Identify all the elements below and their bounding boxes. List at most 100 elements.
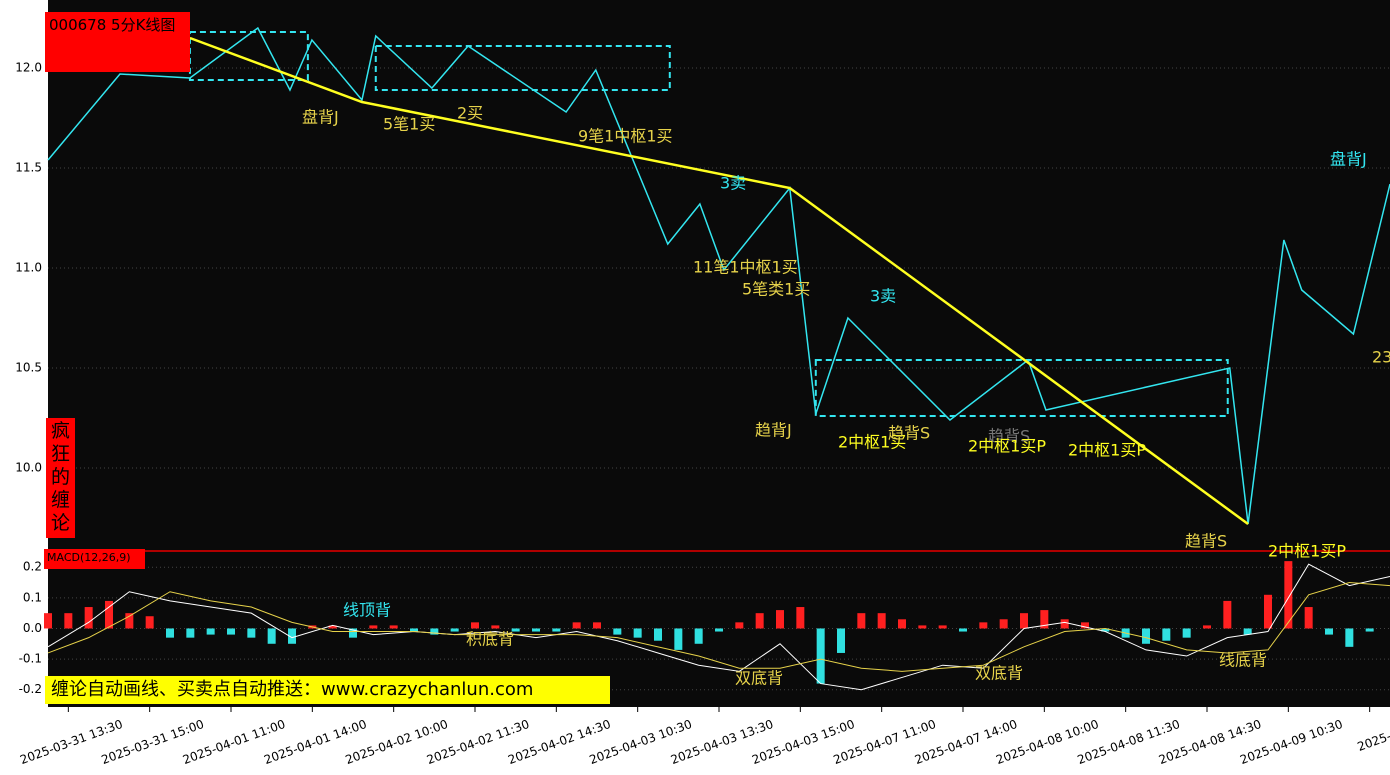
macd-bar: [64, 613, 73, 629]
y-tick-label: -0.2: [19, 682, 42, 696]
macd-bar: [796, 607, 805, 629]
macd-title: MACD(12,26,9): [44, 549, 145, 569]
macd-bar: [959, 628, 967, 632]
macd-bar: [1345, 628, 1354, 647]
macd-bar: [837, 628, 845, 653]
macd-bar: [1101, 628, 1110, 632]
annotation: 线底背: [1219, 651, 1267, 670]
annotation: 3卖: [720, 174, 746, 193]
annotation: 11笔1中枢1买: [693, 258, 798, 277]
macd-bar: [84, 607, 93, 629]
annotation: 2中枢1买P: [1268, 542, 1346, 561]
chart-title: 000678 5分K线图: [45, 12, 190, 72]
macd-bar: [1060, 619, 1069, 629]
macd-bar: [552, 628, 561, 632]
macd-bar: [654, 628, 662, 641]
y-tick-label: -0.1: [19, 652, 42, 666]
macd-bar: [44, 613, 52, 629]
dea-line: [47, 582, 1390, 672]
footer-banner: 缠论自动画线、买卖点自动推送：www.crazychanlun.com: [45, 676, 610, 704]
annotation: 积底背: [466, 630, 514, 649]
annotation: 2买: [457, 104, 483, 123]
annotation: 9笔1中枢1买: [578, 127, 673, 146]
macd-bar: [999, 619, 1008, 629]
macd-bar: [227, 628, 235, 635]
macd-bar: [125, 613, 134, 629]
annotation: 趋背S: [1185, 532, 1227, 551]
macd-bar: [511, 628, 520, 632]
zhongshu-box: [814, 359, 1229, 417]
macd-bar: [755, 613, 764, 629]
segment-line: [189, 36, 1249, 526]
y-tick-label: 11.5: [15, 161, 42, 175]
annotation: 趋背S: [888, 424, 930, 443]
macd-bar: [145, 616, 154, 629]
macd-bar: [206, 628, 215, 635]
macd-bar: [633, 628, 642, 638]
macd-bar: [471, 622, 479, 629]
macd-bar: [389, 625, 398, 629]
macd-bar: [166, 628, 174, 638]
macd-bar: [1243, 628, 1252, 635]
macd-bar: [674, 628, 683, 650]
y-tick-label: 0.1: [23, 590, 42, 604]
macd-bar: [450, 628, 459, 632]
macd-bar: [328, 625, 337, 629]
annotation: 3卖: [870, 287, 896, 306]
y-tick-label: 11.0: [15, 261, 42, 275]
macd-bar: [1304, 607, 1313, 629]
macd-bar: [1223, 600, 1232, 629]
macd-bar: [532, 628, 540, 632]
macd-bar: [1020, 613, 1028, 629]
macd-bar: [247, 628, 256, 638]
annotation: 2中枢1买P: [1068, 441, 1146, 460]
macd-bar: [613, 628, 622, 635]
macd-bar: [1081, 622, 1089, 629]
annotation: 趋背J: [755, 421, 792, 440]
macd-bar: [430, 628, 439, 635]
macd-bar: [979, 622, 988, 629]
macd-bar: [410, 628, 418, 632]
annotation: 双底背: [975, 664, 1023, 683]
y-tick-label: 0.2: [23, 560, 42, 574]
annotation: 盘背J: [1330, 150, 1367, 169]
side-label: 疯狂的缠论: [46, 418, 75, 538]
macd-bar: [349, 628, 357, 638]
y-tick-label: 12.0: [15, 61, 42, 75]
annotation: 5笔1买: [383, 115, 435, 134]
dif-line: [47, 563, 1390, 691]
bi-line: [47, 26, 1390, 525]
macd-bar: [918, 625, 927, 629]
macd-bar: [1264, 594, 1272, 629]
zhongshu-box: [374, 45, 671, 91]
macd-bar: [105, 600, 113, 629]
macd-bar: [898, 619, 906, 629]
zhongshu-box: [188, 31, 309, 81]
macd-bar: [938, 625, 947, 629]
annotation: 双底背: [735, 669, 783, 688]
macd-bar: [1040, 610, 1049, 629]
y-tick-label: 0.0: [23, 621, 42, 635]
macd-bar: [369, 625, 378, 629]
annotation: 线顶背: [343, 601, 391, 620]
annotation: 趋背S: [988, 427, 1030, 446]
macd-bar: [776, 610, 784, 629]
macd-bar: [694, 628, 703, 644]
macd-bar: [715, 628, 723, 632]
macd-bar: [491, 625, 500, 629]
macd-bar: [1365, 628, 1374, 632]
macd-bar: [1162, 628, 1171, 641]
macd-bar: [816, 628, 825, 684]
macd-bar: [593, 622, 601, 629]
macd-bar: [1284, 561, 1293, 629]
y-tick-label: 10.0: [15, 461, 42, 475]
macd-bar: [1142, 628, 1150, 644]
macd-bar: [1203, 625, 1211, 629]
macd-bar: [186, 628, 195, 638]
annotation: 盘背J: [302, 108, 339, 127]
annotation: 2中枢1买: [838, 433, 906, 452]
x-tick-label: 2025-04-09: [1356, 717, 1390, 754]
annotation: 5笔类1买: [742, 280, 810, 299]
